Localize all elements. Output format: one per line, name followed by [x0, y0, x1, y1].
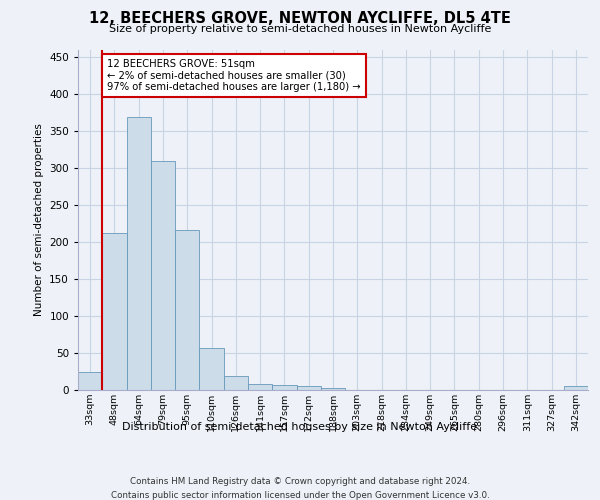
Text: Contains HM Land Registry data © Crown copyright and database right 2024.: Contains HM Land Registry data © Crown c…: [130, 478, 470, 486]
Bar: [321, 388, 345, 390]
Bar: [564, 386, 588, 390]
Bar: [296, 386, 321, 390]
Text: 12 BEECHERS GROVE: 51sqm
← 2% of semi-detached houses are smaller (30)
97% of se: 12 BEECHERS GROVE: 51sqm ← 2% of semi-de…: [107, 59, 361, 92]
Bar: [224, 376, 248, 390]
Bar: [175, 230, 199, 390]
Bar: [102, 234, 127, 390]
Bar: [272, 385, 296, 390]
Text: Distribution of semi-detached houses by size in Newton Aycliffe: Distribution of semi-detached houses by …: [122, 422, 478, 432]
Text: Size of property relative to semi-detached houses in Newton Aycliffe: Size of property relative to semi-detach…: [109, 24, 491, 34]
Bar: [248, 384, 272, 390]
Text: Contains public sector information licensed under the Open Government Licence v3: Contains public sector information licen…: [110, 491, 490, 500]
Bar: [127, 116, 151, 390]
Bar: [199, 348, 224, 390]
Text: 12, BEECHERS GROVE, NEWTON AYCLIFFE, DL5 4TE: 12, BEECHERS GROVE, NEWTON AYCLIFFE, DL5…: [89, 11, 511, 26]
Bar: [78, 372, 102, 390]
Y-axis label: Number of semi-detached properties: Number of semi-detached properties: [34, 124, 44, 316]
Bar: [151, 161, 175, 390]
